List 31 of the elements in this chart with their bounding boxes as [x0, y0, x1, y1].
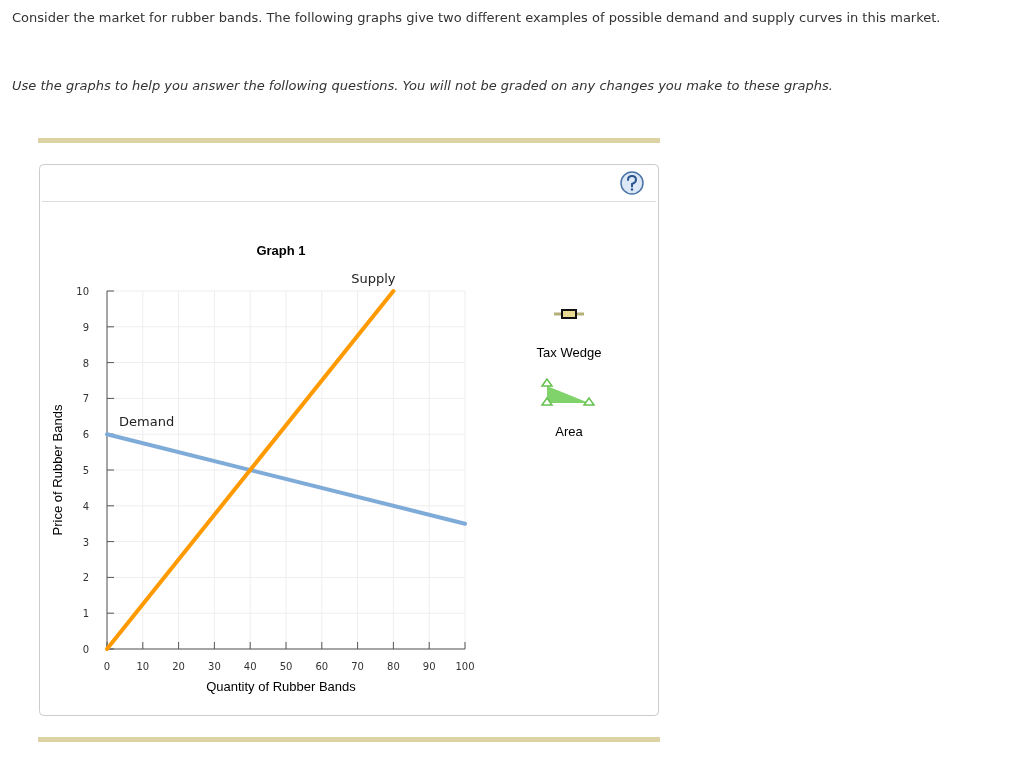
text: Use the graphs to help you answer the following questions. You will not be graded on any changes you make to these graphs.	[12, 78, 833, 93]
y-tick-label: 4	[82, 500, 89, 512]
chart-title: Graph 1	[256, 243, 306, 258]
x-tick-label: 20	[172, 661, 185, 672]
series-label: Demand	[119, 414, 175, 430]
x-tick-label: 90	[422, 661, 436, 672]
x-tick-label: 10	[136, 661, 150, 672]
y-tick-label: 8	[82, 357, 89, 369]
y-tick-label: 2	[82, 572, 89, 584]
x-tick-label: 40	[243, 661, 257, 672]
x-tick-label: 0	[103, 661, 111, 672]
x-tick-label: 50	[279, 661, 293, 672]
text: Area	[555, 424, 584, 439]
x-tick-label: 100	[455, 661, 475, 672]
series-label: Supply	[351, 271, 396, 286]
y-tick-label: 10	[76, 286, 89, 297]
text: Consider the market for rubber bands. The following graphs give two different examples of possible demand and supply curves in this market.	[12, 10, 941, 25]
y-tick-label: 1	[82, 608, 89, 620]
x-tick-label: 60	[315, 661, 329, 672]
text: Tax Wedge	[536, 345, 602, 360]
y-tick-label: 3	[82, 536, 89, 548]
x-tick-label: 70	[351, 661, 364, 672]
y-tick-label: 6	[82, 429, 89, 441]
x-axis-title: Quantity of Rubber Bands	[206, 679, 357, 694]
x-tick-label: 80	[387, 661, 400, 672]
y-axis-title: Price of Rubber Bands	[50, 404, 65, 536]
y-tick-label: 7	[82, 393, 89, 405]
y-tick-label: 5	[82, 465, 89, 476]
y-tick-label: 0	[82, 644, 89, 655]
y-tick-label: 9	[82, 321, 89, 333]
x-tick-label: 30	[208, 661, 221, 672]
